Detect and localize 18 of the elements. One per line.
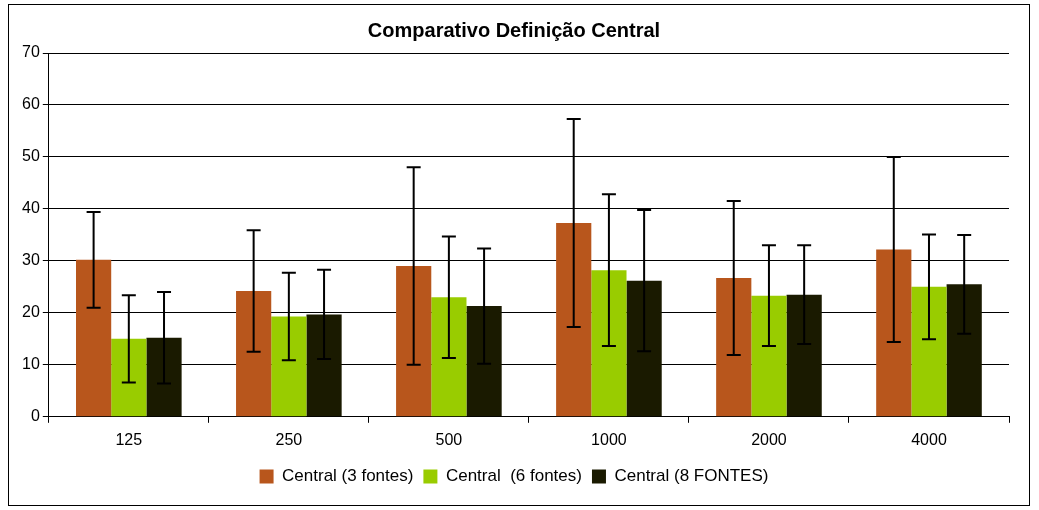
legend-label: Central (6 fontes) xyxy=(445,466,582,486)
x-tick-label: 125 xyxy=(115,430,143,448)
chart-title: Comparativo Definição Central xyxy=(367,18,661,41)
y-tick-label: 50 xyxy=(22,147,40,165)
y-tick-label: 30 xyxy=(22,251,40,269)
x-tick-label: 1000 xyxy=(591,430,627,448)
y-tick-label: 70 xyxy=(22,43,40,61)
y-tick-label: 60 xyxy=(22,95,40,113)
x-tick-label: 500 xyxy=(435,430,463,448)
y-tick-label: 10 xyxy=(22,355,40,373)
x-tick-label: 2000 xyxy=(751,430,787,448)
x-tick-label: 4000 xyxy=(911,430,947,448)
legend-label: Central (3 fontes) xyxy=(282,466,414,486)
y-tick-label: 20 xyxy=(22,303,40,321)
x-tick-label: 250 xyxy=(275,430,303,448)
y-tick-label: 0 xyxy=(30,407,40,425)
legend-label: Central (8 FONTES) xyxy=(614,466,769,486)
y-tick-label: 40 xyxy=(22,199,40,217)
